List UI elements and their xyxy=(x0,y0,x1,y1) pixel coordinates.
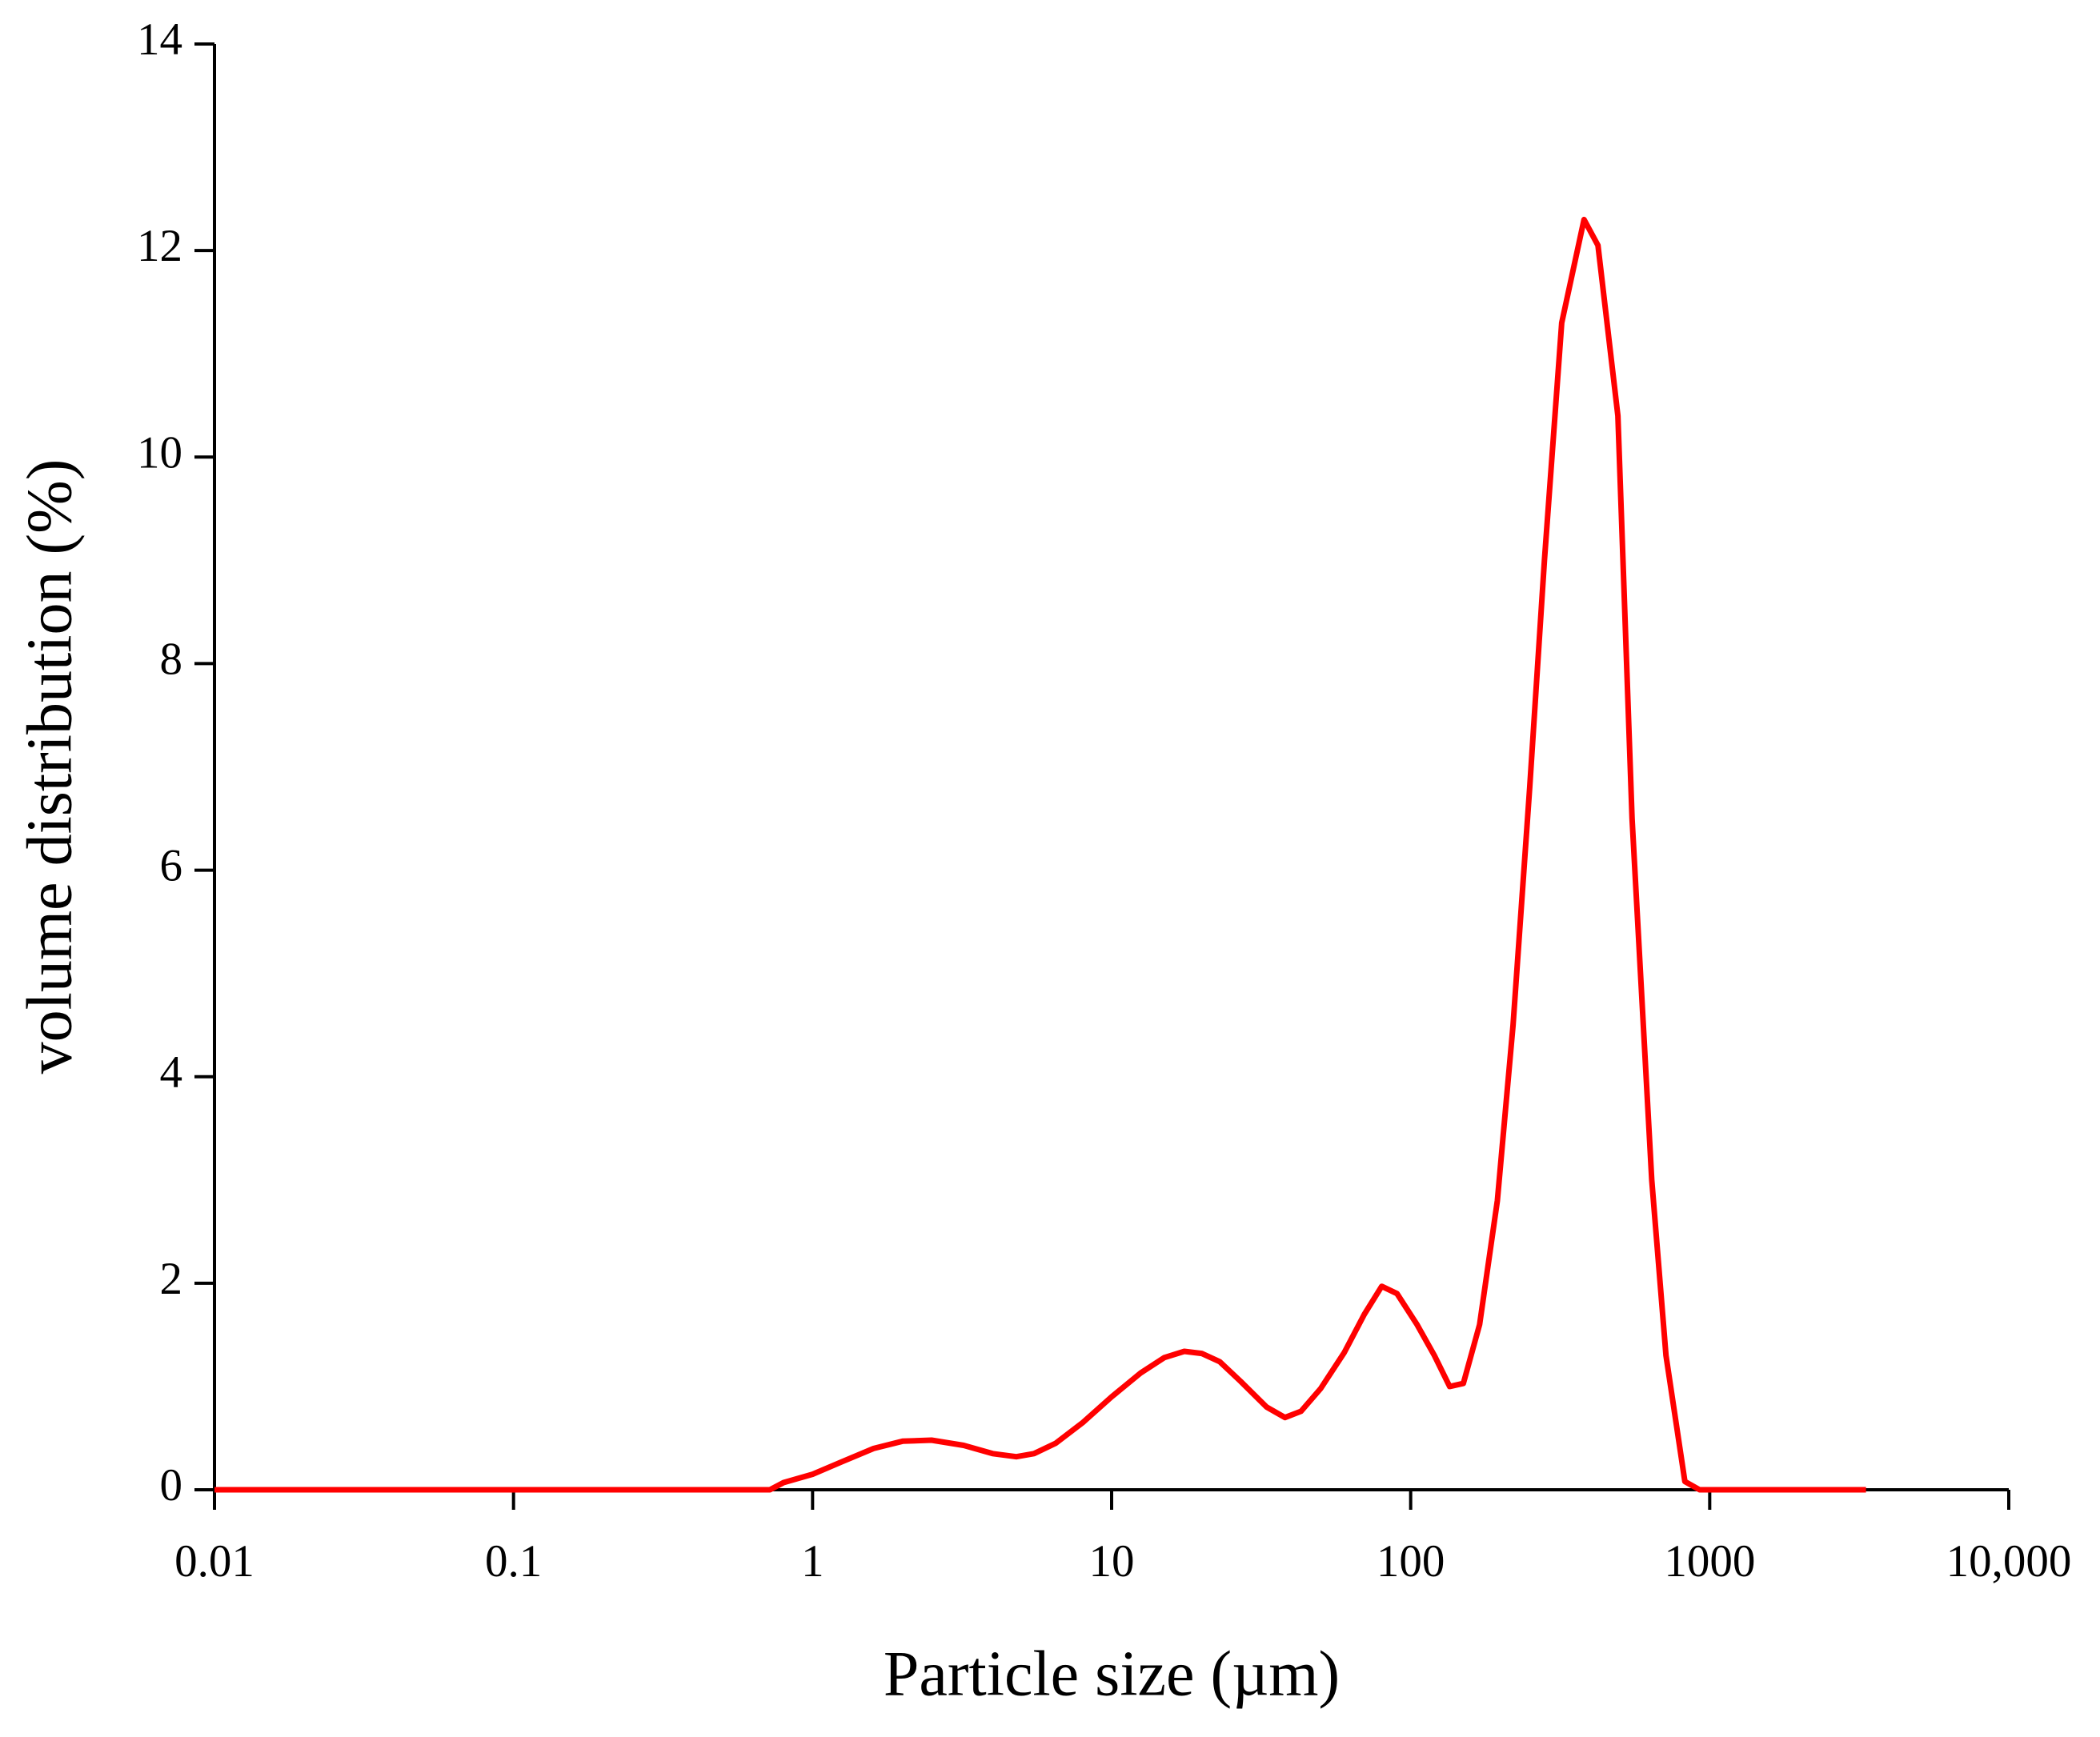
x-tick-label: 0.01 xyxy=(174,1536,254,1587)
data-line xyxy=(214,216,1866,1493)
y-tick-label: 6 xyxy=(160,841,183,891)
y-axis-title: volume distribution (%) xyxy=(14,459,85,1075)
x-tick-label: 1000 xyxy=(1664,1536,1755,1587)
x-tick-label: 10 xyxy=(1089,1536,1135,1587)
y-tick-label: 0 xyxy=(160,1460,183,1511)
y-tick-label: 12 xyxy=(137,221,182,271)
y-tick-label: 2 xyxy=(160,1254,183,1304)
y-tick-label: 4 xyxy=(160,1047,183,1098)
x-tick-label: 1 xyxy=(801,1536,824,1587)
y-tick-label: 10 xyxy=(137,427,182,478)
x-tick-label: 10,000 xyxy=(1946,1536,2072,1587)
x-axis-title: Particle size (µm) xyxy=(884,1639,1340,1709)
x-tick-label: 0.1 xyxy=(485,1536,542,1587)
y-tick-label: 14 xyxy=(137,14,182,65)
y-tick-label: 8 xyxy=(160,634,183,685)
x-tick-label: 100 xyxy=(1377,1536,1445,1587)
